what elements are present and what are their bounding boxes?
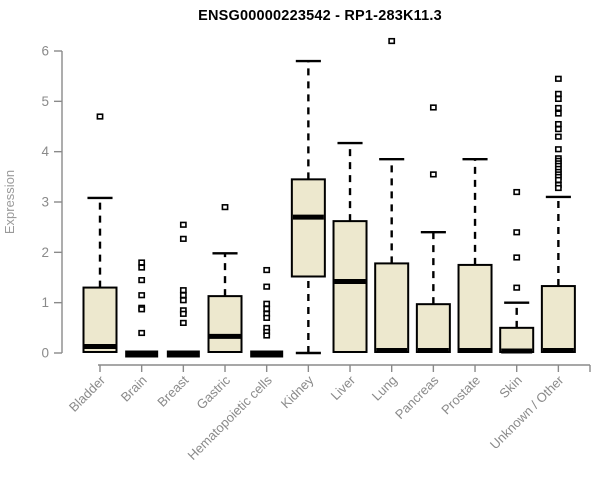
boxplot-hematopoietic-cells <box>250 266 284 358</box>
outlier-point <box>388 37 396 45</box>
y-tick-label: 1 <box>41 295 49 310</box>
x-tick-label-liver: Liver <box>328 372 359 403</box>
outlier-point <box>554 133 562 140</box>
x-tick-label-unknown-other: Unknown / Other <box>487 372 567 452</box>
boxplot-gastric <box>207 204 243 353</box>
box <box>290 178 326 278</box>
outlier-point <box>179 292 187 299</box>
outlier-point <box>554 126 562 133</box>
outlier-point <box>138 264 146 271</box>
collapsed-box <box>250 350 284 358</box>
outlier-point <box>554 184 562 192</box>
boxplot-brain <box>125 259 159 358</box>
outlier-point <box>96 113 104 120</box>
x-tick-label-lung: Lung <box>369 373 400 404</box>
box <box>332 220 368 353</box>
y-tick-label: 4 <box>41 144 49 159</box>
x-tick-label-pancreas: Pancreas <box>392 372 442 422</box>
outlier-point <box>554 90 562 97</box>
outlier-point <box>513 188 521 196</box>
box <box>415 303 451 353</box>
outlier-point <box>513 284 521 291</box>
outlier-point <box>554 120 562 128</box>
x-tick-label-gastric: Gastric <box>193 372 233 412</box>
x-tick-label-breast: Breast <box>154 372 191 409</box>
outlier-point <box>554 176 562 184</box>
x-tick-label-kidney: Kidney <box>278 372 317 411</box>
outlier-point <box>179 221 187 228</box>
y-tick-label: 0 <box>41 346 49 361</box>
x-tick-label-brain: Brain <box>118 373 150 405</box>
outlier-point <box>554 95 562 103</box>
collapsed-box <box>166 350 200 358</box>
boxplot-breast <box>166 221 200 358</box>
outlier-point <box>138 329 146 337</box>
y-tick-label: 3 <box>41 195 49 210</box>
outlier-point <box>138 277 146 284</box>
boxplot-bladder <box>82 113 118 353</box>
outlier-point <box>554 75 562 82</box>
y-tick-label: 5 <box>41 94 49 109</box>
outlier-point <box>138 306 146 313</box>
outlier-point <box>179 235 187 242</box>
x-tick-label-bladder: Bladder <box>66 372 109 415</box>
outlier-point <box>138 259 146 266</box>
outlier-point <box>554 146 562 153</box>
outlier-point <box>179 297 187 304</box>
box <box>207 295 243 353</box>
outlier-point <box>513 229 521 236</box>
outlier-point <box>263 314 271 321</box>
outlier-point <box>179 287 187 294</box>
boxplot-kidney <box>290 59 326 355</box>
outlier-point <box>263 266 271 274</box>
boxplot-prostate <box>457 158 493 353</box>
box <box>82 286 118 353</box>
outlier-point <box>221 204 229 211</box>
boxplot-lung <box>374 37 410 353</box>
y-axis-title: Expression <box>2 170 17 234</box>
box <box>540 285 576 353</box>
outlier-point <box>554 104 562 112</box>
outlier-point <box>263 332 271 339</box>
x-tick-label-prostate: Prostate <box>438 373 483 418</box>
boxplot-skin <box>499 188 535 354</box>
outlier-point <box>554 110 562 117</box>
collapsed-box <box>125 350 159 358</box>
box <box>374 262 410 353</box>
outlier-point <box>263 305 271 312</box>
boxplot-liver <box>332 141 368 353</box>
box <box>499 326 535 353</box>
outlier-point <box>429 171 437 178</box>
y-tick-label: 2 <box>41 245 49 260</box>
y-tick-label: 6 <box>41 44 49 59</box>
boxplot-pancreas <box>415 104 451 353</box>
outlier-point <box>263 300 271 307</box>
outlier-point <box>429 104 437 111</box>
outlier-point <box>179 319 187 327</box>
boxplot-unknown-other <box>540 75 576 353</box>
outlier-point <box>138 292 146 299</box>
chart-title: ENSG00000223542 - RP1-283K11.3 <box>198 8 442 24</box>
outlier-point <box>513 254 521 261</box>
outlier-point <box>263 283 271 290</box>
x-tick-label-skin: Skin <box>496 373 524 401</box>
box <box>457 263 493 353</box>
outlier-point <box>179 310 187 317</box>
